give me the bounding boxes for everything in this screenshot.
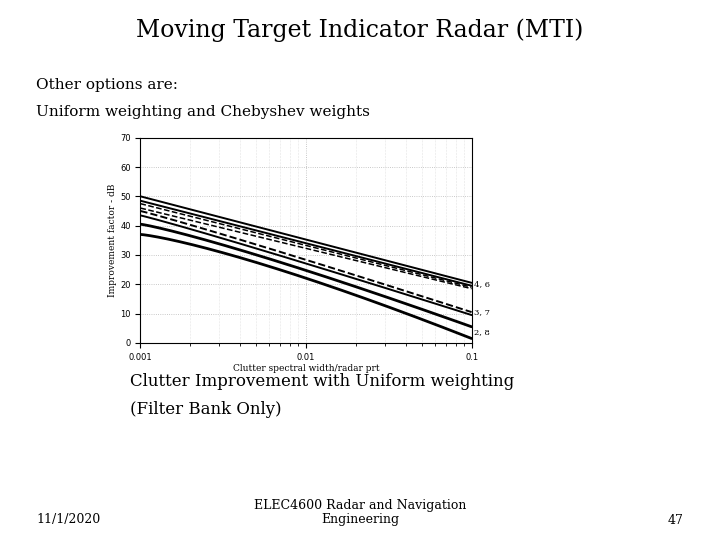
Text: 2, 8: 2, 8 [474, 329, 490, 336]
Text: 4, 6: 4, 6 [474, 280, 490, 288]
Text: Moving Target Indicator Radar (MTI): Moving Target Indicator Radar (MTI) [136, 19, 584, 43]
Text: 47: 47 [668, 514, 684, 526]
Y-axis label: Improvement factor - dB: Improvement factor - dB [108, 184, 117, 297]
Text: Uniform weighting and Chebyshev weights: Uniform weighting and Chebyshev weights [36, 105, 370, 119]
Text: ELEC4600 Radar and Navigation
Engineering: ELEC4600 Radar and Navigation Engineerin… [254, 498, 466, 526]
Text: 3, 7: 3, 7 [474, 308, 490, 316]
X-axis label: Clutter spectral width/radar prt: Clutter spectral width/radar prt [233, 364, 379, 373]
Text: Other options are:: Other options are: [36, 78, 178, 92]
Text: 11/1/2020: 11/1/2020 [36, 514, 100, 526]
Text: Clutter Improvement with Uniform weighting: Clutter Improvement with Uniform weighti… [130, 373, 514, 389]
Text: (Filter Bank Only): (Filter Bank Only) [130, 401, 282, 417]
